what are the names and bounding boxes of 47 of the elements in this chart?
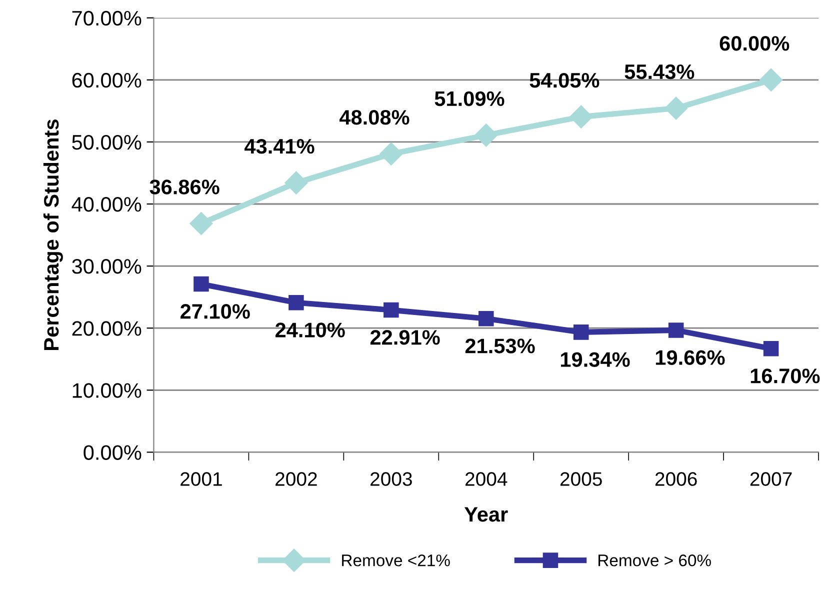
point — [288, 295, 304, 310]
x-tick-label: 2001 — [180, 472, 222, 486]
y-tick-label: 40.00% — [72, 197, 142, 212]
data-label: 27.10% — [180, 304, 250, 319]
data-label: 24.10% — [275, 322, 345, 338]
data-label: 19.34% — [560, 352, 630, 367]
y-tick-label: 0.00% — [84, 445, 142, 460]
x-tick-label: 2002 — [276, 472, 317, 486]
data-label: 36.86% — [150, 180, 220, 194]
point — [194, 276, 209, 292]
x-tick-label: 2005 — [560, 472, 602, 486]
y-tick-label: 10.00% — [72, 383, 142, 398]
point — [284, 171, 308, 194]
x-axis-title: Year — [464, 507, 508, 522]
point — [668, 322, 684, 338]
point — [570, 105, 593, 128]
y-axis-title: Percentage of Students — [43, 120, 63, 350]
data-label: 22.91% — [370, 330, 440, 345]
x-tick-label: 2004 — [465, 472, 508, 486]
y-tick-label: 50.00% — [72, 134, 142, 150]
data-label: 43.41% — [244, 138, 314, 154]
y-tick-label: 20.00% — [72, 321, 142, 336]
legend-label: Remove <21% — [342, 554, 450, 566]
data-label: 19.66% — [656, 350, 725, 365]
point — [664, 96, 688, 120]
x-tick-label: 2006 — [655, 472, 697, 486]
y-tick-label: 30.00% — [72, 259, 142, 274]
point — [573, 324, 589, 340]
y-tick-label: 60.00% — [72, 72, 142, 88]
x-tick-label: 2003 — [370, 472, 412, 486]
point — [380, 142, 403, 166]
point — [384, 302, 399, 318]
data-label: 54.05% — [530, 72, 600, 88]
y-tick-label: 70.00% — [72, 10, 142, 26]
data-label: 51.09% — [434, 91, 504, 106]
point — [474, 124, 498, 147]
x-tick-label: 2007 — [750, 472, 792, 486]
data-label: 60.00% — [720, 36, 790, 51]
legend-label: Remove > 60% — [598, 554, 711, 566]
point — [190, 212, 213, 235]
data-label: 55.43% — [624, 64, 694, 80]
point — [763, 340, 779, 356]
point — [478, 310, 494, 326]
point — [760, 68, 783, 92]
data-label: 16.70% — [750, 368, 820, 384]
data-label: 48.08% — [339, 110, 410, 125]
data-label: 21.53% — [465, 338, 535, 354]
